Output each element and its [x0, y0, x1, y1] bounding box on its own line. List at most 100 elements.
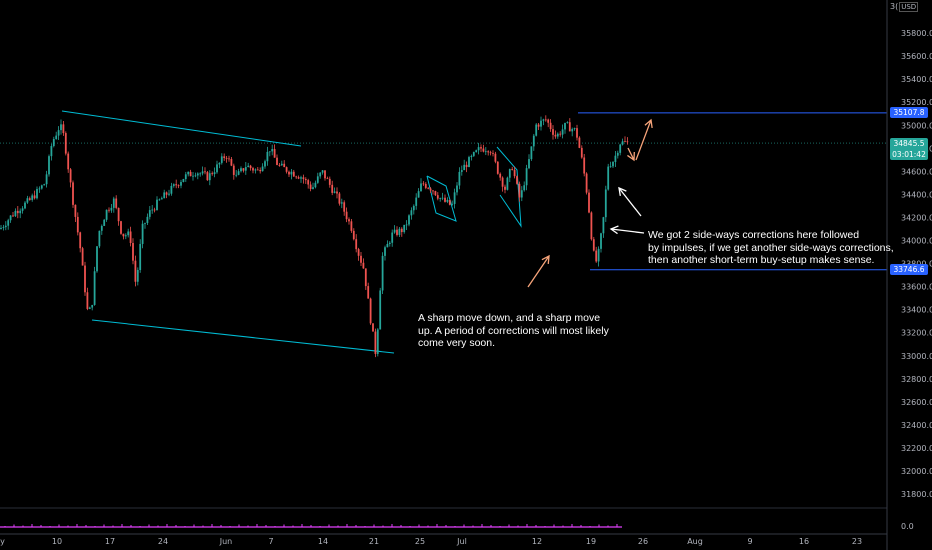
candle-body — [578, 137, 581, 148]
arrow-orange-target — [635, 119, 652, 161]
arrow-white-upper — [618, 187, 642, 217]
lower-trendline — [91, 319, 395, 354]
candle-body — [388, 242, 391, 245]
candle-body — [264, 161, 266, 167]
candle-body — [271, 149, 274, 152]
y-tick-label: 32800.0 — [901, 375, 932, 384]
candle-body — [64, 133, 67, 154]
candle-body — [100, 225, 103, 231]
candle-body — [367, 286, 370, 299]
x-tick-label: 25 — [415, 537, 425, 546]
candle-body — [453, 192, 456, 204]
candle-body — [432, 190, 434, 192]
candle-body — [405, 224, 408, 226]
candle-body — [261, 166, 264, 172]
candle-body — [333, 191, 336, 193]
candle-body — [213, 172, 216, 175]
y-axis-label: 3(USD — [890, 2, 919, 12]
candle-body — [223, 156, 226, 158]
candle-body — [403, 224, 406, 233]
candle-body — [607, 166, 610, 190]
candle-body — [616, 152, 619, 156]
candle-body — [189, 171, 192, 177]
candle-body — [252, 168, 254, 171]
candle-body — [187, 171, 190, 175]
candle-body — [199, 173, 202, 175]
candle-body — [24, 202, 26, 209]
candle-body — [364, 268, 367, 287]
candle-body — [247, 165, 250, 168]
y-tick-label: 35000.0 — [901, 121, 932, 130]
candle-body — [312, 187, 314, 189]
candle-body — [273, 149, 276, 158]
candle-body — [501, 177, 504, 187]
candle-body — [398, 228, 401, 235]
candle-body — [604, 189, 607, 218]
x-tick-label: 23 — [852, 537, 862, 546]
candle-body — [424, 183, 427, 188]
x-tick-label: 24 — [158, 537, 168, 546]
candle-body — [259, 169, 262, 172]
arrow-orange-target-head — [644, 118, 653, 129]
candle-body — [57, 130, 60, 136]
candle-body — [285, 167, 288, 172]
candle-body — [196, 173, 199, 176]
candle-body — [415, 197, 418, 206]
candle-body — [487, 151, 490, 153]
candle-body — [254, 169, 257, 171]
candle-body — [566, 122, 569, 124]
candle-body — [384, 247, 386, 256]
candle-body — [129, 231, 132, 243]
candle-body — [372, 323, 374, 332]
candle-body — [86, 292, 89, 309]
candle-body — [386, 244, 389, 248]
candle-body — [477, 147, 480, 151]
candle-body — [456, 185, 458, 193]
candle-body — [489, 152, 492, 154]
candle-body — [237, 171, 240, 175]
candle-body — [355, 239, 358, 250]
candle-body — [218, 162, 221, 165]
candle-body — [76, 216, 79, 233]
candle-body — [549, 122, 552, 130]
price-tag-support: 33746.6 — [890, 264, 928, 276]
candle-body — [204, 171, 206, 173]
candle-body — [297, 177, 300, 179]
y-tick-label: 34600.0 — [901, 167, 932, 176]
candle-body — [74, 204, 77, 217]
candle-body — [621, 141, 624, 145]
candle-body — [153, 209, 156, 211]
trendlines — [61, 110, 887, 354]
candle-body — [112, 198, 115, 208]
candle-body — [40, 185, 43, 189]
candle-body — [156, 199, 158, 211]
candle-body — [228, 158, 230, 160]
candle-body — [192, 175, 194, 177]
candle-body — [324, 170, 326, 179]
candle-body — [619, 144, 622, 153]
candle-body — [4, 225, 7, 228]
candle-body — [463, 164, 466, 171]
candle-body — [266, 151, 269, 162]
candle-body — [21, 208, 24, 211]
candle-body — [139, 243, 142, 270]
candle-body — [256, 169, 259, 171]
candle-body — [249, 165, 252, 169]
candle-body — [321, 170, 324, 173]
candle-body — [592, 239, 595, 251]
x-tick-label: 12 — [532, 537, 542, 546]
candle-body — [120, 221, 122, 234]
candle-body — [326, 178, 329, 180]
candle-body — [93, 271, 96, 305]
x-tick-label: 21 — [369, 537, 379, 546]
candle-body — [340, 202, 343, 204]
x-tick-label: 19 — [586, 537, 596, 546]
candle-body — [369, 298, 372, 324]
arrow-white-upper-head — [618, 186, 627, 196]
candle-body — [530, 146, 533, 160]
candle-body — [146, 216, 149, 223]
candle-body — [554, 134, 557, 137]
candle-body — [96, 246, 98, 272]
candle-body — [482, 148, 485, 152]
